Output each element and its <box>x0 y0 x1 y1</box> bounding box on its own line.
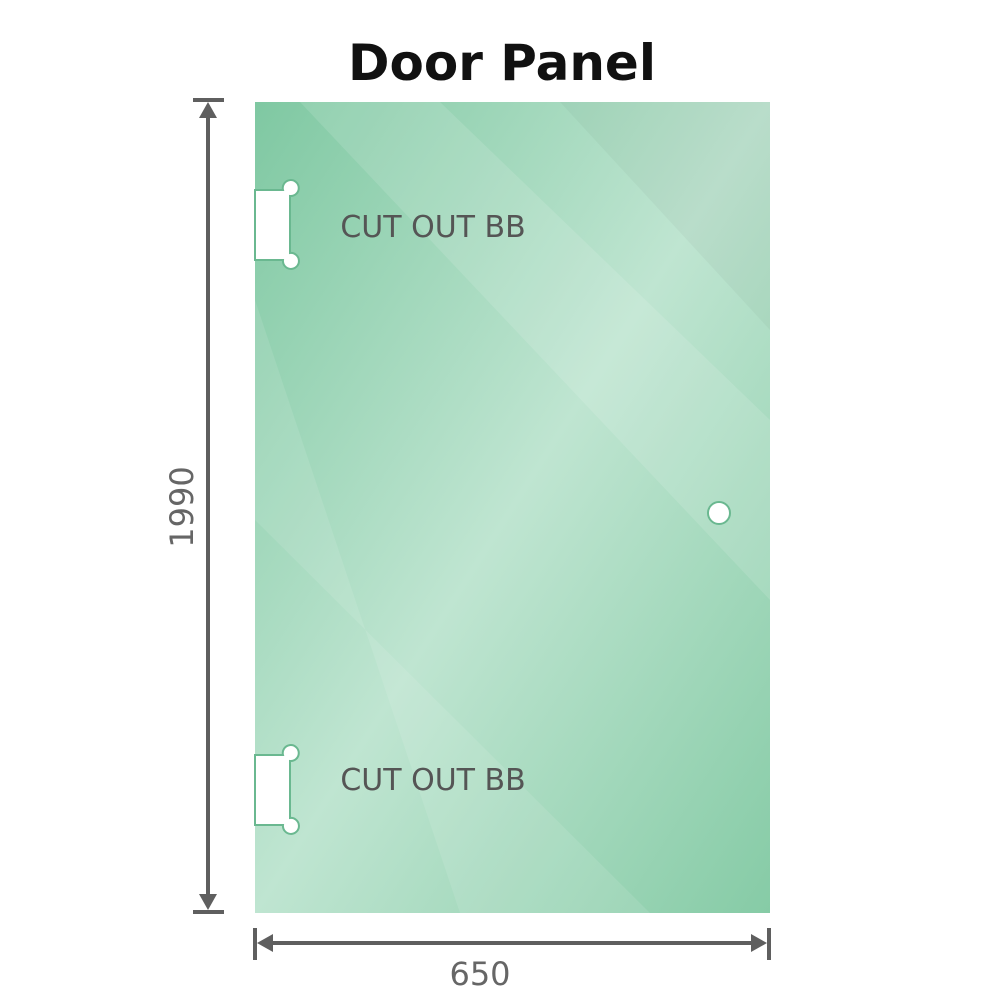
diagram-title: Door Panel <box>348 34 656 92</box>
height-dimension-line <box>193 98 224 914</box>
width-dimension-line <box>253 928 771 960</box>
glass-panel <box>255 102 770 913</box>
cutout-label-top: CUT OUT BB <box>340 210 525 245</box>
height-dimension-label: 1990 <box>163 466 201 547</box>
cutout-bottom <box>254 744 300 835</box>
cutout-label-bottom: CUT OUT BB <box>340 763 525 798</box>
handle-hole <box>707 501 731 525</box>
cutout-top <box>254 179 300 270</box>
width-dimension-label: 650 <box>449 955 510 993</box>
